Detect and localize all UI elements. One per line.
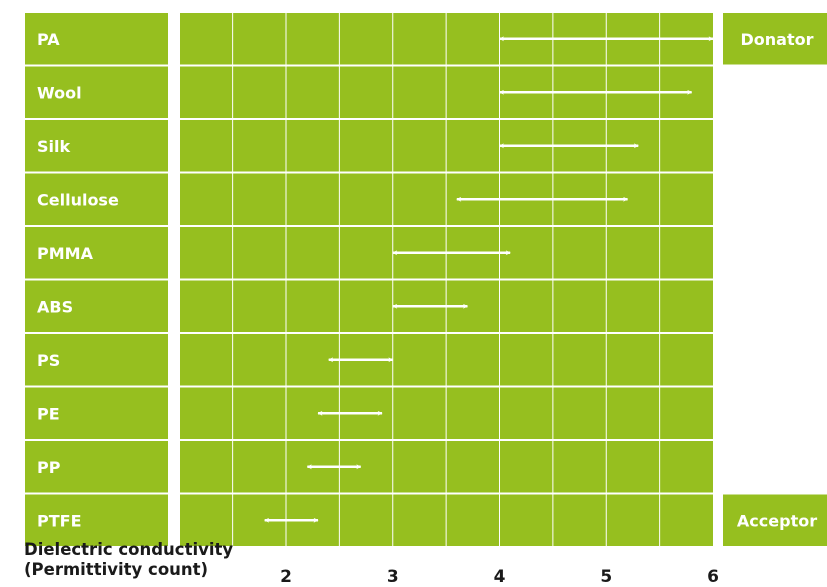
side-label-text: Acceptor — [737, 511, 817, 530]
row-label-panel — [25, 13, 168, 65]
row-label-cellulose: Cellulose — [25, 173, 168, 225]
side-label-panel — [723, 494, 827, 546]
x-axis-title: Dielectric conductivity (Permittivity cou… — [24, 540, 233, 580]
side-label-text: Donator — [741, 30, 814, 49]
row-label-panel — [25, 66, 168, 118]
row-label-abs: ABS — [25, 280, 168, 332]
horizontal-gridline — [180, 439, 713, 441]
x-axis-title-line-2: (Permittivity count) — [24, 560, 209, 579]
row-label-text: Wool — [37, 83, 82, 102]
side-label-panels: Donator Acceptor — [723, 13, 827, 546]
row-label-text: PTFE — [37, 511, 82, 530]
row-label-pp: PP — [25, 441, 168, 493]
horizontal-gridline — [180, 225, 713, 227]
row-label-panel — [25, 120, 168, 172]
side-label-acceptor: Acceptor — [723, 494, 827, 546]
row-label-text: ABS — [37, 297, 73, 316]
row-label-text: PS — [37, 351, 60, 370]
row-label-pmma: PMMA — [25, 227, 168, 279]
side-label-panel — [723, 13, 827, 65]
row-label-silk: Silk — [25, 120, 168, 172]
x-tick-label: 5 — [600, 567, 612, 587]
side-label-donator: Donator — [723, 13, 827, 65]
row-label-panels: PA Wool Silk Cellulose PMMA ABS PS PE PP PTFE — [25, 13, 168, 546]
row-label-panel — [25, 173, 168, 225]
horizontal-gridline — [180, 492, 713, 495]
x-tick-label: 4 — [494, 567, 506, 587]
row-label-ptfe: PTFE — [25, 494, 168, 546]
row-label-panel — [25, 334, 168, 386]
row-label-text: PE — [37, 404, 60, 423]
row-label-panel — [25, 387, 168, 439]
x-tick-label: 2 — [280, 567, 292, 587]
row-label-panel — [25, 280, 168, 332]
row-label-panel — [25, 227, 168, 279]
horizontal-gridline — [180, 385, 713, 388]
horizontal-gridline — [180, 332, 713, 334]
horizontal-gridline — [180, 64, 713, 67]
horizontal-gridline — [180, 278, 713, 281]
x-tick-labels: 2 3 4 5 6 — [280, 567, 719, 587]
x-tick-label: 6 — [707, 567, 719, 587]
row-label-panel — [25, 441, 168, 493]
horizontal-gridline — [180, 171, 713, 174]
horizontal-gridline — [180, 118, 713, 120]
row-label-wool: Wool — [25, 66, 168, 118]
row-label-text: Silk — [37, 137, 70, 156]
row-label-pe: PE — [25, 387, 168, 439]
row-label-ps: PS — [25, 334, 168, 386]
x-axis-title-line-1: Dielectric conductivity — [24, 540, 234, 559]
x-tick-label: 3 — [387, 567, 399, 587]
row-label-text: Cellulose — [37, 190, 119, 209]
plot-area — [180, 13, 714, 546]
row-label-panel — [25, 494, 168, 546]
row-label-text: PA — [37, 30, 60, 49]
row-label-pa: PA — [25, 13, 168, 65]
row-label-text: PMMA — [37, 244, 94, 263]
row-label-text: PP — [37, 458, 61, 477]
